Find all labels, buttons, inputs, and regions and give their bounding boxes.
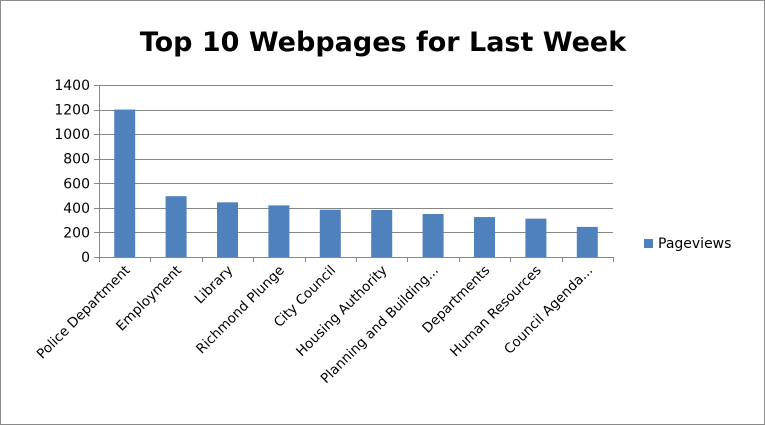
axes [99,85,614,262]
y-tick-label: 1400 [54,78,90,94]
bar [422,214,444,257]
bar [268,205,290,257]
y-tick-label: 800 [63,152,90,168]
x-tick-label: Library [192,263,237,308]
legend-label: Pageviews [658,236,731,252]
y-tick-label: 600 [63,176,90,192]
y-tick-label: 1000 [54,127,90,143]
bar [525,218,547,257]
bar [165,196,187,257]
x-tick-label: Police Department [34,263,134,363]
legend-swatch [644,239,653,248]
bar [474,217,495,257]
bar [319,209,341,257]
chart-title: Top 10 Webpages for Last Week [140,27,627,58]
bars [114,109,598,257]
bar [217,202,238,257]
x-tick-label: Council Agenda... [501,263,596,358]
bar [576,226,598,257]
x-tick-label: Housing Authority [293,263,390,360]
legend: Pageviews [644,236,731,252]
bar [371,209,393,257]
y-tick-label: 0 [81,250,90,266]
y-tick-label: 200 [63,225,90,241]
bar [114,109,136,257]
y-tick-label: 1200 [54,103,90,119]
x-tick-label: Human Resources [447,263,545,361]
x-tick-label: Richmond Plunge [193,263,288,358]
y-tick-labels: 0 200 400 600 800 1000 1200 1400 [54,78,90,266]
y-tick-label: 400 [63,201,90,217]
